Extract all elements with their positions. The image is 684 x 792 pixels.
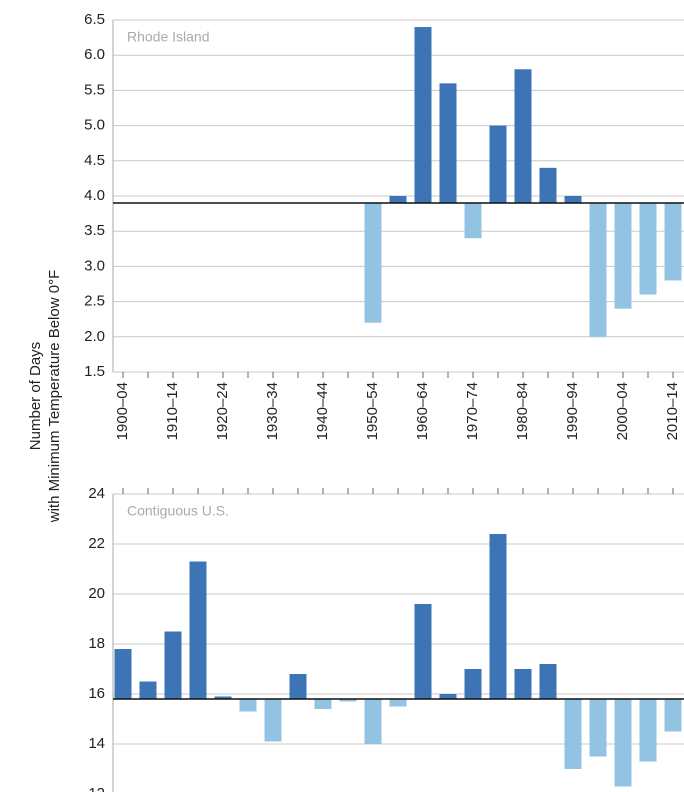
y-tick-label: 5.5 <box>84 81 105 98</box>
y-tick-label: 12 <box>88 785 105 792</box>
x-tick-label: 1950–54 <box>364 382 381 440</box>
bar <box>139 681 157 699</box>
bar <box>464 203 482 239</box>
bar <box>364 203 382 323</box>
bar <box>239 699 257 712</box>
bar <box>539 664 557 699</box>
bar <box>514 69 532 204</box>
bar <box>639 203 657 295</box>
panel-label: Contiguous U.S. <box>127 503 229 519</box>
y-tick-label: 2.0 <box>84 328 105 345</box>
y-tick-label: 2.5 <box>84 293 105 310</box>
bar <box>589 203 607 337</box>
y-tick-label: 18 <box>88 635 105 652</box>
bar <box>439 694 457 699</box>
y-tick-label: 24 <box>88 485 105 502</box>
x-tick-label: 1930–34 <box>264 382 281 440</box>
bar <box>539 167 557 204</box>
bar <box>414 27 432 204</box>
y-tick-label: 16 <box>88 685 105 702</box>
y-tick-label: 3.0 <box>84 257 105 274</box>
bar <box>614 699 632 787</box>
x-tick-label: 1920–24 <box>214 382 231 440</box>
y-tick-label: 6.5 <box>84 11 105 28</box>
bar <box>564 699 582 769</box>
bar <box>589 699 607 757</box>
bar <box>564 196 582 204</box>
y-tick-label: 22 <box>88 535 105 552</box>
x-tick-label: 2000–04 <box>614 382 631 440</box>
bar <box>214 696 232 699</box>
y-tick-label: 3.5 <box>84 222 105 239</box>
bar <box>164 631 182 699</box>
bar <box>114 649 132 699</box>
x-tick-label: 1940–44 <box>314 382 331 440</box>
bar <box>414 604 432 699</box>
y-tick-label: 5.0 <box>84 117 105 134</box>
x-tick-label: 1960–64 <box>414 382 431 440</box>
bar <box>339 699 357 702</box>
y-axis-title: with Minimum Temperature Below 0°F <box>46 270 63 523</box>
bar <box>389 196 407 204</box>
bar <box>289 674 307 699</box>
bar <box>364 699 382 744</box>
x-tick-label: 1910–14 <box>164 382 181 440</box>
y-tick-label: 6.0 <box>84 46 105 63</box>
y-tick-label: 20 <box>88 585 105 602</box>
y-tick-label: 4.0 <box>84 187 105 204</box>
bar <box>389 699 407 707</box>
x-tick-label: 2010–14 <box>664 382 681 440</box>
x-tick-label: 1970–74 <box>464 382 481 440</box>
bar <box>189 561 207 699</box>
bar <box>489 534 507 699</box>
bar <box>264 699 282 742</box>
bar <box>464 669 482 699</box>
bar <box>314 699 332 709</box>
bar <box>514 669 532 699</box>
bar <box>439 83 457 204</box>
y-tick-label: 14 <box>88 735 105 752</box>
bar <box>489 125 507 204</box>
x-tick-label: 1980–84 <box>514 382 531 440</box>
y-tick-label: 1.5 <box>84 363 105 380</box>
x-tick-label: 1900–04 <box>114 382 131 440</box>
y-axis-title: Number of Days <box>27 342 44 450</box>
x-tick-label: 1990–94 <box>564 382 581 440</box>
bar <box>664 699 682 732</box>
bar <box>614 203 632 309</box>
bar <box>639 699 657 762</box>
bar <box>664 203 682 281</box>
panel-label: Rhode Island <box>127 29 210 45</box>
y-tick-label: 4.5 <box>84 152 105 169</box>
